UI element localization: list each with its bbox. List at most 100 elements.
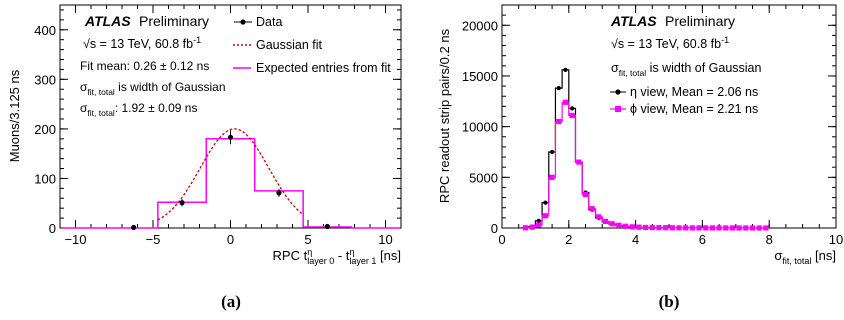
bin-marker	[602, 218, 609, 225]
sigma-subscript: fit, total	[87, 87, 115, 97]
data-point	[324, 223, 330, 230]
bin-marker	[683, 225, 689, 231]
bin-marker	[542, 213, 549, 219]
panel-a-legend: Data Gaussian fit Expected entries from …	[233, 15, 391, 75]
bin-marker	[723, 225, 729, 231]
x-tick-label: 0	[227, 232, 234, 247]
bin-marker	[663, 225, 669, 231]
y-tick-label: 10000	[462, 120, 498, 135]
bin-marker	[743, 225, 749, 231]
legend-data-label: Data	[256, 15, 282, 29]
y-tick-label: 100	[34, 171, 56, 186]
panel-a-data-points	[131, 130, 330, 231]
bin-marker	[696, 225, 702, 231]
xlabel-a-pre: RPC t	[273, 248, 308, 263]
xlabel-a-sub1: layer 0	[307, 256, 334, 266]
bin-marker	[643, 224, 649, 231]
xlabel-a-sup2: η	[349, 247, 354, 257]
panel-b-preliminary-label: Preliminary	[665, 13, 735, 29]
bin-marker	[589, 206, 595, 212]
bin-marker	[570, 106, 575, 111]
bin-marker	[756, 225, 762, 231]
y-tick-label: 0	[491, 221, 498, 236]
panel-a-caption: (a)	[221, 292, 241, 311]
panel-a-energy-label: √s = 13 TeV, 60.8 fb-1	[83, 35, 201, 51]
xlabel-a-sup1: η	[307, 247, 312, 257]
bin-marker	[550, 149, 555, 155]
legend-phi-label: ϕ view, Mean = 2.21 ns	[630, 102, 758, 116]
panel-b-ylabel: RPC readout strip pairs/0.2 ns	[437, 28, 452, 203]
bin-marker	[676, 225, 682, 231]
bin-marker	[716, 225, 722, 231]
legend-eta-marker	[615, 89, 621, 95]
bin-marker	[709, 225, 716, 231]
xlabel-b-sub: fit, total	[782, 256, 811, 266]
bin-marker	[556, 118, 562, 125]
legend-expected-label: Expected entries from fit	[256, 61, 391, 75]
x-tick-label: 8	[766, 232, 773, 247]
xlabel-a-post: [ns]	[376, 248, 401, 263]
sigma-symbol-b: σ	[611, 61, 619, 75]
bin-marker	[582, 191, 589, 198]
x-tick-label: 5	[304, 232, 311, 247]
bin-marker	[536, 218, 541, 224]
panel-b-phi-histogram	[521, 99, 770, 231]
panel-a-xlabel: RPC tη layer 0 - tη layer 1 [ns]	[273, 247, 401, 266]
x-tick-label: 6	[699, 232, 706, 247]
sigma-subscript-b: fit, total	[619, 68, 647, 78]
panel-b: 0 2 4 6 8 10 0 5000 10000 15000 20000 ATLAS Prelim…	[437, 4, 843, 311]
x-tick-label: 10	[378, 232, 392, 247]
energy-text-b: √s = 13 TeV, 60.8 fb	[611, 37, 721, 51]
energy-exponent: -1	[193, 35, 201, 45]
bin-marker	[616, 222, 622, 228]
x-tick-label: −10	[64, 232, 86, 247]
bin-marker	[563, 67, 568, 72]
bin-marker	[556, 86, 561, 91]
y-tick-label: 300	[34, 72, 56, 87]
bin-marker	[576, 159, 582, 165]
x-tick-label: −5	[146, 232, 161, 247]
panel-a-sigma-value: σfit, total: 1.92 ± 0.09 ns	[80, 101, 197, 118]
bin-marker	[609, 221, 615, 227]
legend-fit-label: Gaussian fit	[256, 38, 323, 52]
panel-b-legend: η view, Mean = 2.06 ns ϕ view, Mean = 2.…	[610, 85, 758, 116]
sigma-desc-text: is width of Gaussian	[115, 80, 226, 94]
y-tick-label: 0	[49, 221, 56, 236]
bin-marker	[596, 214, 602, 220]
energy-exponent-b: -1	[721, 35, 729, 45]
xlabel-a-mid: - t	[334, 248, 350, 263]
panel-b-axes: 0 2 4 6 8 10 0 5000 10000 15000 20000	[462, 4, 843, 247]
panel-b-atlas-label: ATLAS	[610, 13, 657, 29]
panel-b-energy-label: √s = 13 TeV, 60.8 fb-1	[611, 35, 729, 51]
bin-marker	[522, 225, 528, 231]
legend-phi-marker	[615, 106, 621, 112]
y-tick-label: 200	[34, 122, 56, 137]
data-point	[276, 190, 282, 196]
panel-a-atlas-label: ATLAS	[84, 13, 131, 29]
xlabel-a-sub2: layer 1	[349, 256, 376, 266]
y-tick-label: 5000	[469, 170, 498, 185]
panel-a-fit-mean: Fit mean: 0.26 ± 0.12 ns	[80, 59, 209, 73]
x-tick-label: 10	[829, 232, 843, 247]
panel-a-gaussian-fit	[157, 128, 304, 221]
panel-a-preliminary-label: Preliminary	[139, 13, 209, 29]
bin-marker	[729, 225, 736, 231]
panel-b-sigma-desc: σfit, total is width of Gaussian	[611, 61, 762, 78]
sigma-symbol: σ	[80, 80, 88, 94]
legend-data-marker	[240, 19, 246, 25]
xlabel-b-pre: σ	[774, 248, 782, 263]
gaussian-fit-curve	[157, 128, 304, 221]
expected-histogram-line	[60, 138, 401, 229]
energy-text: √s = 13 TeV, 60.8 fb	[83, 37, 193, 51]
bin-marker	[669, 225, 675, 231]
sigma-subscript-2: fit, total	[87, 108, 115, 118]
bin-marker	[569, 112, 575, 119]
x-tick-label: 2	[565, 232, 572, 247]
panel-a-expected-histogram	[60, 138, 401, 229]
bin-marker	[763, 225, 769, 231]
y-tick-label: 400	[34, 23, 56, 38]
bin-marker	[622, 223, 629, 229]
